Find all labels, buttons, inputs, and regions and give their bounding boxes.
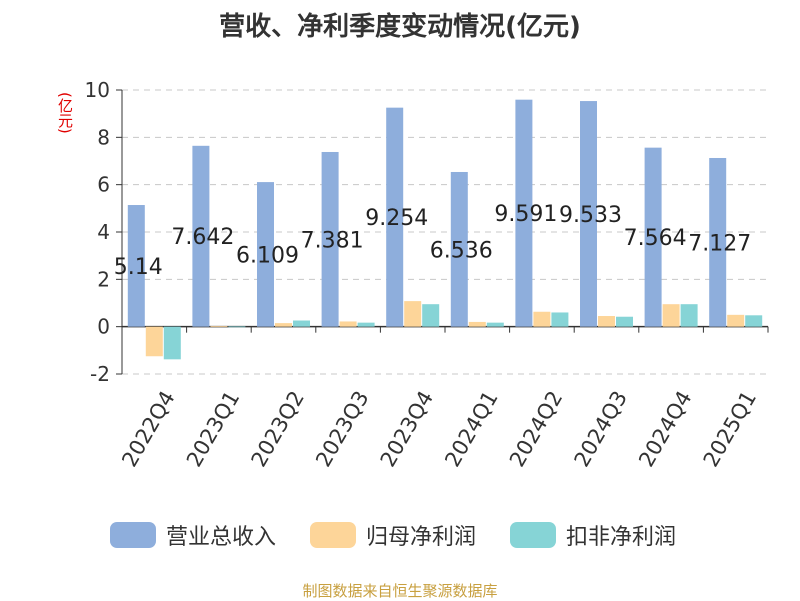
y-tick-label: 2 [97, 267, 110, 291]
data-label: 6.109 [236, 243, 299, 268]
data-label: 7.642 [171, 225, 234, 250]
bar-revenue [580, 101, 597, 327]
legend-item-revenue[interactable]: 营业总收入 [110, 518, 276, 552]
data-label: 7.381 [301, 228, 364, 253]
data-label: 5.14 [114, 255, 163, 280]
x-tick-label: 2023Q3 [311, 387, 373, 471]
bar-net-profit [404, 301, 422, 327]
legend-item-deducted-net-profit[interactable]: 扣非净利润 [510, 518, 676, 552]
bar-net-profit [275, 323, 292, 327]
bar-net-profit [662, 304, 680, 327]
data-label: 9.533 [559, 203, 622, 228]
bar-net-profit [533, 311, 551, 327]
data-label: 9.254 [365, 206, 428, 231]
x-tick-label: 2024Q2 [505, 387, 567, 471]
bar-revenue [644, 147, 662, 327]
data-label: 9.591 [494, 202, 557, 227]
legend: 营业总收入 归母净利润 扣非净利润 [0, 518, 800, 552]
y-tick-label: 4 [97, 220, 110, 244]
x-tick-label: 2023Q2 [247, 387, 309, 471]
bar-revenue [386, 107, 404, 327]
y-tick-label: 8 [97, 125, 110, 149]
bar-deducted-net-profit [228, 326, 246, 328]
bar-revenue [515, 99, 533, 327]
data-source-note: 制图数据来自恒生聚源数据库 [302, 582, 498, 600]
bar-deducted-net-profit [163, 326, 181, 360]
x-tick-label: 2022Q4 [117, 387, 179, 471]
x-tick-label: 2025Q1 [699, 387, 761, 471]
bar-deducted-net-profit [745, 315, 763, 327]
x-tick-label: 2024Q3 [570, 387, 632, 471]
x-tick-label: 2024Q4 [634, 387, 696, 471]
bar-deducted-net-profit [293, 320, 310, 327]
x-tick-label: 2024Q1 [440, 387, 502, 471]
data-label: 7.127 [688, 231, 751, 256]
legend-label-deducted-net-profit: 扣非净利润 [566, 525, 677, 550]
x-tick-label: 2023Q4 [376, 387, 438, 471]
bar-revenue [709, 157, 727, 327]
bar-deducted-net-profit [616, 316, 633, 327]
bar-net-profit [468, 321, 486, 327]
data-label: 7.564 [624, 226, 687, 251]
y-tick-label: 6 [97, 173, 110, 197]
bar-net-profit [727, 314, 745, 327]
bar-deducted-net-profit [357, 322, 375, 327]
bar-revenue [192, 145, 210, 327]
legend-swatch-net-profit [310, 522, 356, 548]
y-tick-label: 10 [85, 78, 110, 102]
bar-deducted-net-profit [551, 312, 569, 327]
bar-deducted-net-profit [680, 304, 698, 327]
bar-net-profit [145, 326, 163, 357]
chart-title: 营收、净利季度变动情况(亿元) [219, 12, 581, 42]
bar-revenue [321, 151, 339, 327]
bar-deducted-net-profit [486, 322, 504, 327]
bar-revenue [127, 205, 145, 327]
y-tick-label: 0 [97, 315, 110, 339]
legend-swatch-revenue [110, 522, 156, 548]
bar-net-profit [210, 326, 228, 327]
bar-revenue [257, 182, 274, 327]
legend-item-net-profit[interactable]: 归母净利润 [310, 518, 476, 552]
y-tick-label: -2 [90, 362, 110, 386]
x-tick-label: 2023Q1 [182, 387, 244, 471]
legend-label-net-profit: 归母净利润 [366, 525, 477, 550]
bar-deducted-net-profit [422, 304, 440, 327]
bar-revenue [450, 171, 468, 327]
data-label: 6.536 [430, 238, 493, 263]
bar-net-profit [339, 321, 357, 327]
y-axis-label: (亿元) [56, 92, 74, 134]
bar-net-profit [598, 316, 615, 327]
legend-swatch-deducted-net-profit [510, 522, 556, 548]
legend-label-revenue: 营业总收入 [166, 525, 277, 550]
